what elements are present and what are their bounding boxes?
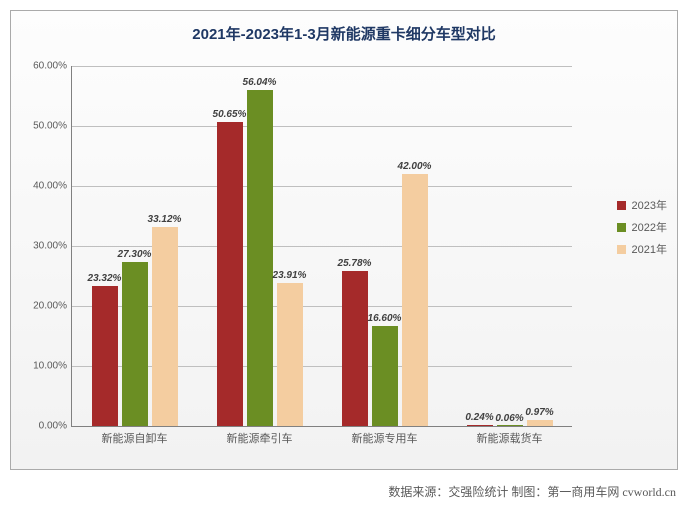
bar: 23.32% xyxy=(92,286,118,426)
bar: 42.00% xyxy=(402,174,428,426)
bar-value-label: 42.00% xyxy=(385,161,445,172)
bar: 33.12% xyxy=(152,227,178,426)
legend-label: 2021年 xyxy=(632,241,667,257)
bar-value-label: 33.12% xyxy=(135,214,195,225)
chart-title: 2021年-2023年1-3月新能源重卡细分车型对比 xyxy=(11,23,677,44)
bar-value-label: 25.78% xyxy=(325,258,385,269)
bar: 0.06% xyxy=(497,425,523,426)
bar-group: 50.65%56.04%23.91%新能源牵引车 xyxy=(217,66,303,426)
bar-group: 25.78%16.60%42.00%新能源专用车 xyxy=(342,66,428,426)
bar: 16.60% xyxy=(372,326,398,426)
bar-value-label: 0.97% xyxy=(510,407,570,418)
x-tick-label: 新能源牵引车 xyxy=(217,430,303,446)
y-tick-label: 40.00% xyxy=(17,181,67,192)
legend: 2023年 2022年 2021年 xyxy=(617,191,667,263)
y-tick-label: 50.00% xyxy=(17,121,67,132)
legend-swatch xyxy=(617,201,626,210)
y-tick-label: 20.00% xyxy=(17,301,67,312)
bar: 56.04% xyxy=(247,90,273,426)
y-tick-label: 0.00% xyxy=(17,421,67,432)
bar-group: 23.32%27.30%33.12%新能源自卸车 xyxy=(92,66,178,426)
legend-item: 2021年 xyxy=(617,241,667,257)
chart-box: 2021年-2023年1-3月新能源重卡细分车型对比 0.00%10.00%20… xyxy=(10,10,678,470)
container: 2021年-2023年1-3月新能源重卡细分车型对比 0.00%10.00%20… xyxy=(0,0,688,506)
bar: 50.65% xyxy=(217,122,243,426)
legend-item: 2022年 xyxy=(617,219,667,235)
bar: 0.24% xyxy=(467,425,493,426)
x-tick-label: 新能源载货车 xyxy=(467,430,553,446)
bar-value-label: 23.91% xyxy=(260,270,320,281)
y-tick-label: 60.00% xyxy=(17,61,67,72)
legend-item: 2023年 xyxy=(617,197,667,213)
bar: 25.78% xyxy=(342,271,368,426)
legend-swatch xyxy=(617,245,626,254)
source-text: 数据来源：交强险统计 制图：第一商用车网 cvworld.cn xyxy=(388,483,676,500)
bar: 27.30% xyxy=(122,262,148,426)
y-tick-label: 10.00% xyxy=(17,361,67,372)
legend-label: 2022年 xyxy=(632,219,667,235)
bar-group: 0.24%0.06%0.97%新能源载货车 xyxy=(467,66,553,426)
bar: 0.97% xyxy=(527,420,553,426)
legend-swatch xyxy=(617,223,626,232)
y-tick-label: 30.00% xyxy=(17,241,67,252)
x-tick-label: 新能源自卸车 xyxy=(92,430,178,446)
plot-area: 0.00%10.00%20.00%30.00%40.00%50.00%60.00… xyxy=(71,66,572,427)
x-tick-label: 新能源专用车 xyxy=(342,430,428,446)
legend-label: 2023年 xyxy=(632,197,667,213)
bar: 23.91% xyxy=(277,283,303,426)
bar-value-label: 56.04% xyxy=(230,77,290,88)
